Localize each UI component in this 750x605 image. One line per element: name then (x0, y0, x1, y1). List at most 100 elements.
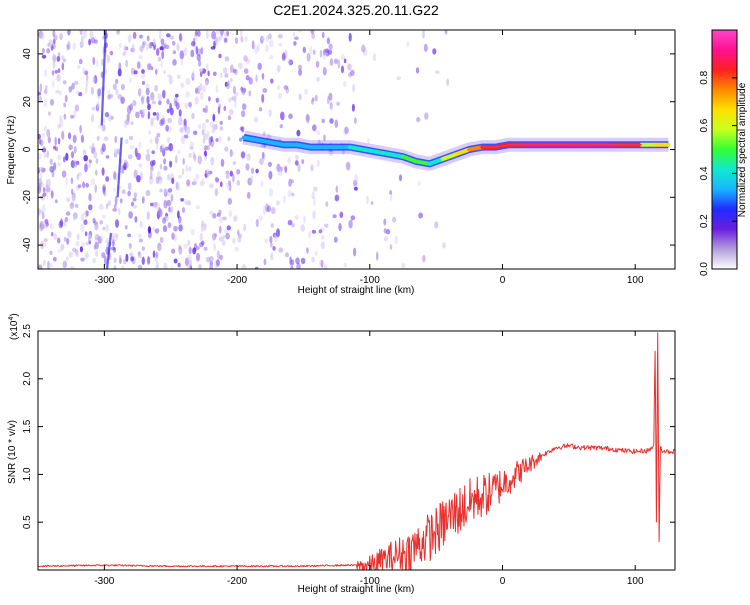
spectrogram-noise-dot (188, 166, 192, 172)
spectrogram-noise-dot (139, 34, 143, 39)
spectrogram-noise-dot (199, 83, 203, 91)
spectrogram-noise-dot (239, 30, 243, 37)
spectrogram-noise-dot (244, 36, 248, 42)
spectrogram-noise-dot (205, 30, 209, 39)
spectrogram-noise-dot (115, 88, 119, 96)
spectrogram-noise-dot (255, 74, 258, 83)
spectrogram-noise-dot (80, 257, 85, 262)
spectrogram-x-tick-label: 100 (627, 275, 644, 286)
spectrogram-noise-dot (151, 100, 156, 105)
spectrogram-noise-dot (41, 132, 46, 138)
spectrogram-noise-dot (189, 141, 194, 149)
spectrogram-noise-dot (223, 36, 228, 42)
spectrogram-noise-dot (370, 201, 374, 205)
spectrogram-noise-dot (90, 114, 95, 123)
spectrogram-noise-dot (262, 88, 268, 93)
spectrogram-noise-dot (175, 102, 180, 110)
spectrogram-noise-dot (95, 169, 98, 176)
spectrogram-noise-dot (186, 200, 192, 206)
spectrogram-noise-dot (185, 126, 191, 135)
spectrogram-noise-dot (345, 161, 351, 171)
spectrogram-noise-dot (113, 171, 117, 180)
spectrogram-noise-dot (237, 233, 242, 239)
spectrogram-noise-dot (260, 144, 264, 149)
spectrogram-noise-dot (184, 198, 187, 205)
spectrogram-noise-dot (246, 191, 251, 199)
spectrogram-noise-dot (41, 54, 47, 59)
spectrogram-noise-dot (39, 95, 42, 103)
spectrogram-noise-dot (52, 256, 57, 262)
spectrogram-noise-dot (45, 189, 49, 194)
spectrogram-noise-dot (221, 240, 226, 246)
spectrogram-noise-dot (232, 95, 237, 102)
spectrogram-noise-dot (220, 181, 223, 188)
spectrogram-noise-dot (173, 225, 178, 232)
spectrogram-noise-dot (123, 45, 128, 53)
spectrogram-noise-dot (423, 43, 428, 53)
spectrogram-noise-dot (214, 188, 219, 197)
spectrogram-noise-dot (163, 262, 168, 269)
spectrogram-noise-dot (276, 163, 281, 172)
spectrogram-noise-dot (189, 146, 194, 150)
spectrogram-noise-dot (166, 199, 172, 207)
spectrogram-noise-dot (163, 165, 168, 171)
spectrogram-noise-dot (163, 187, 168, 194)
spectrogram-noise-dot (132, 204, 138, 209)
spectrogram-noise-dot (172, 40, 176, 46)
spectrogram-noise-dot (113, 246, 116, 253)
spectrogram-noise-dot (201, 220, 205, 228)
snr-multiplier-base: (x10 (9, 320, 20, 340)
spectrogram-noise-dot (313, 186, 318, 192)
spectrogram-noise-dot (93, 39, 98, 44)
spectrogram-noise-dot (182, 157, 185, 165)
spectrogram-noise-dot (212, 71, 217, 77)
spectrogram-noise-dot (75, 160, 80, 165)
spectrogram-noise-dot (183, 134, 189, 139)
spectrogram-noise-dot (338, 223, 342, 232)
colorbar-tick-label: 0.6 (699, 118, 710, 132)
spectrogram-noise-dot (50, 190, 54, 199)
spectrogram-noise-dot (224, 73, 229, 78)
spectrogram-noise-dot (105, 238, 109, 244)
spectrogram-noise-dot (121, 189, 126, 194)
spectrogram-noise-dot (88, 193, 92, 202)
spectrogram-noise-dot (123, 159, 128, 167)
spectrogram-noise-dot (319, 49, 323, 58)
spectrogram-noise-dot (290, 259, 295, 266)
spectrogram-noise-dot (158, 176, 163, 185)
spectrogram-noise-dot (158, 100, 162, 106)
spectrogram-noise-dot (54, 146, 59, 152)
spectrogram-noise-dot (163, 158, 167, 165)
spectrogram-noise-dot (234, 100, 237, 108)
spectrogram-noise-dot (225, 170, 230, 175)
spectrogram-noise-dot (234, 68, 238, 76)
spectrogram-noise-dot (211, 128, 216, 134)
spectrogram-noise-dot (248, 90, 252, 97)
spectrogram-noise-dot (128, 211, 133, 219)
spectrogram-noise-dot (317, 159, 320, 168)
spectrogram-noise-dot (347, 63, 352, 71)
figure-title: C2E1.2024.325.20.11.G22 (273, 2, 439, 18)
spectrogram-noise-dot (287, 189, 292, 198)
spectrogram-noise-dot (75, 184, 80, 191)
spectrogram-noise-dot (383, 218, 387, 226)
spectrogram-noise-dot (263, 258, 267, 266)
spectrogram-noise-dot (199, 232, 203, 242)
spectrogram-noise-dot (112, 208, 118, 212)
spectrogram-noise-dot (105, 203, 109, 210)
spectrogram-noise-dot (110, 115, 114, 120)
spectrogram-noise-dot (195, 46, 199, 55)
spectrogram-noise-dot (406, 41, 410, 48)
spectrogram-noise-dot (316, 130, 320, 136)
spectrogram-noise-dot (202, 137, 206, 144)
spectrogram-ridge-segment (294, 142, 313, 150)
spectrogram-noise-dot (38, 91, 42, 96)
spectrogram-noise-dot (99, 220, 103, 225)
spectrogram-noise-dot (313, 49, 316, 55)
spectrogram-noise-dot (198, 67, 204, 72)
spectrogram-noise-dot (272, 246, 276, 251)
spectrogram-noise-dot (238, 62, 243, 70)
spectrogram-noise-dot (88, 38, 91, 46)
spectrogram-noise-dot (124, 138, 129, 145)
